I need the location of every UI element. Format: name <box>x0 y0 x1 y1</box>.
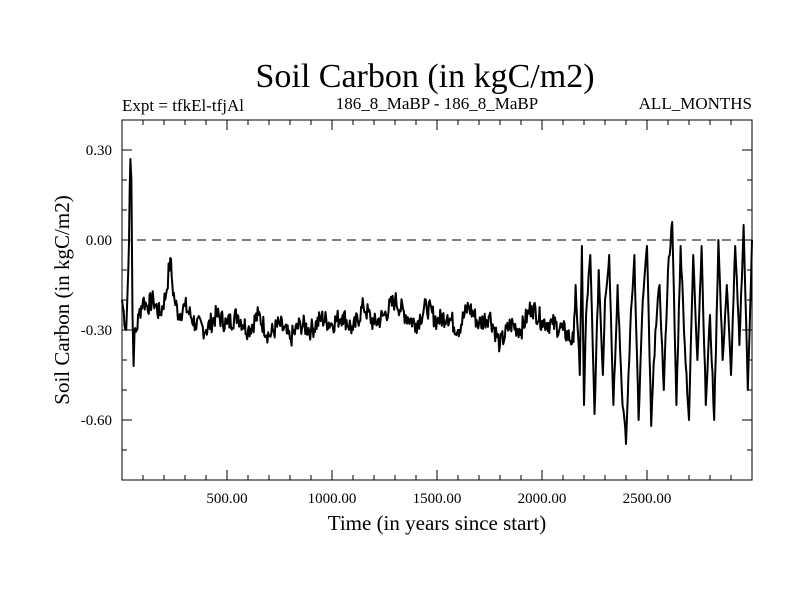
x-tick-label: 1000.00 <box>308 491 357 507</box>
period-label: 186_8_MaBP - 186_8_MaBP <box>336 94 538 113</box>
y-axis-label: Soil Carbon (in kgC/m2) <box>50 195 74 404</box>
x-tick-label: 500.00 <box>206 491 247 507</box>
experiment-label: Expt = tfkEl-tfjAl <box>122 96 244 115</box>
x-tick-label: 2000.00 <box>518 491 567 507</box>
tick-labels: 500.00 1000.00 1500.00 2000.00 2500.00 0.30 0.… <box>81 143 672 507</box>
y-tick-label: 0.00 <box>86 233 112 249</box>
months-label: ALL_MONTHS <box>639 94 752 113</box>
y-tick-label: -0.60 <box>81 413 112 429</box>
series-line <box>121 158 753 445</box>
x-tick-label: 2500.00 <box>623 491 672 507</box>
y-tick-label: 0.30 <box>86 143 112 159</box>
x-tick-label: 1500.00 <box>413 491 462 507</box>
y-tick-label: -0.30 <box>81 323 112 339</box>
chart-title: Soil Carbon (in kgC/m2) <box>255 58 594 95</box>
x-axis-label: Time (in years since start) <box>328 511 547 535</box>
